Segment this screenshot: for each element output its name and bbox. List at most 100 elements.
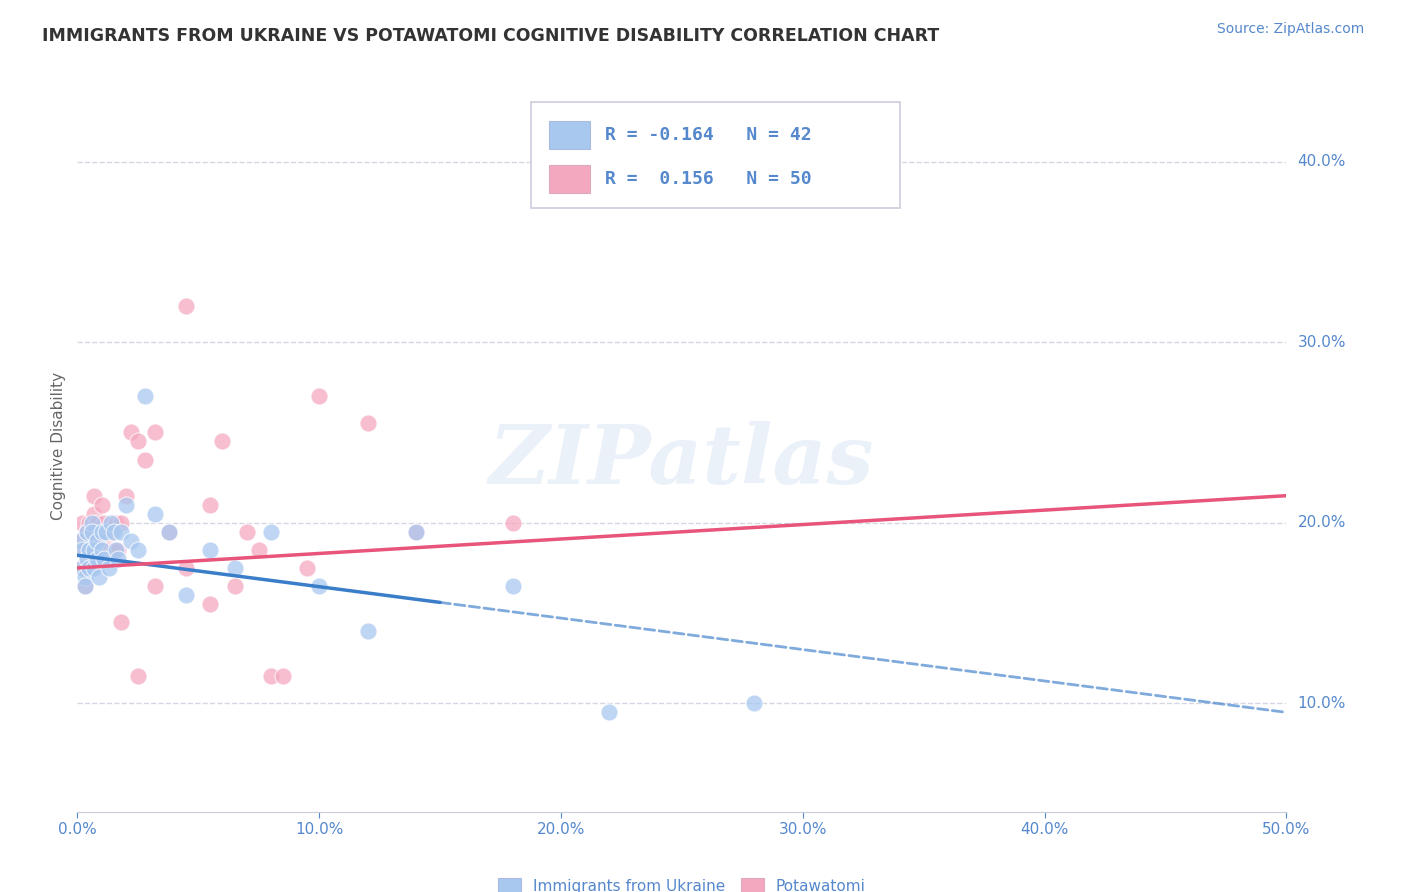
Point [73, 579, 96, 593]
Point [83, 489, 105, 503]
Point [120, 533, 142, 548]
Point [69, 533, 91, 548]
Point [502, 516, 524, 530]
Point [260, 524, 283, 539]
Point [70, 561, 93, 575]
Point [211, 434, 233, 449]
Point [260, 669, 283, 683]
Point [97, 542, 120, 557]
Text: 40.0%: 40.0% [1298, 154, 1346, 169]
Legend: Immigrants from Ukraine, Potawatomi: Immigrants from Ukraine, Potawatomi [498, 878, 866, 892]
Point [90, 524, 112, 539]
Point [224, 579, 246, 593]
Point [80, 516, 103, 530]
Point [76, 524, 98, 539]
Point [80, 561, 103, 575]
Point [76, 552, 98, 566]
Point [93, 516, 115, 530]
Point [70, 542, 93, 557]
Point [83, 542, 105, 557]
Point [97, 561, 120, 575]
FancyBboxPatch shape [548, 121, 591, 149]
Point [295, 561, 318, 575]
Point [90, 498, 112, 512]
Point [308, 389, 330, 403]
Point [76, 524, 98, 539]
Point [90, 524, 112, 539]
Point [200, 542, 222, 557]
Point [103, 542, 125, 557]
Point [224, 561, 246, 575]
Text: ZIPatlas: ZIPatlas [489, 421, 875, 500]
Point [79, 542, 101, 557]
Point [105, 542, 128, 557]
Text: R =  0.156   N = 50: R = 0.156 N = 50 [605, 170, 811, 188]
Text: 20.0%: 20.0% [1298, 516, 1346, 530]
Point [174, 561, 197, 575]
Point [73, 570, 96, 584]
Point [200, 498, 222, 512]
Point [96, 533, 118, 548]
Point [502, 579, 524, 593]
Point [143, 507, 166, 521]
Point [405, 524, 427, 539]
Point [79, 516, 101, 530]
Point [235, 524, 257, 539]
Point [103, 524, 125, 539]
Point [83, 561, 105, 575]
FancyBboxPatch shape [548, 165, 591, 193]
Point [174, 588, 197, 602]
Point [80, 524, 103, 539]
Point [96, 524, 118, 539]
Point [114, 489, 136, 503]
Point [100, 524, 122, 539]
Text: Source: ZipAtlas.com: Source: ZipAtlas.com [1216, 22, 1364, 37]
Point [70, 516, 93, 530]
Point [157, 524, 180, 539]
Point [247, 542, 270, 557]
Point [744, 697, 766, 711]
Point [598, 706, 620, 720]
FancyBboxPatch shape [531, 103, 900, 209]
Point [143, 579, 166, 593]
Point [271, 669, 294, 683]
Text: 30.0%: 30.0% [1298, 334, 1346, 350]
Point [93, 552, 115, 566]
Point [127, 669, 149, 683]
Point [356, 417, 378, 431]
Point [79, 561, 101, 575]
Point [86, 533, 108, 548]
Point [69, 533, 91, 548]
Point [107, 542, 129, 557]
Point [70, 561, 93, 575]
Y-axis label: Cognitive Disability: Cognitive Disability [51, 372, 66, 520]
Point [114, 498, 136, 512]
Point [105, 516, 128, 530]
Point [87, 542, 110, 557]
Point [80, 524, 103, 539]
Point [127, 434, 149, 449]
Point [86, 533, 108, 548]
Point [73, 579, 96, 593]
Text: IMMIGRANTS FROM UKRAINE VS POTAWATOMI COGNITIVE DISABILITY CORRELATION CHART: IMMIGRANTS FROM UKRAINE VS POTAWATOMI CO… [42, 27, 939, 45]
Point [405, 524, 427, 539]
Text: R = -0.164   N = 42: R = -0.164 N = 42 [605, 126, 811, 145]
Point [90, 542, 112, 557]
Point [79, 542, 101, 557]
Point [110, 615, 132, 629]
Point [356, 624, 378, 639]
Point [76, 552, 98, 566]
Point [120, 425, 142, 440]
Point [107, 552, 129, 566]
Point [134, 452, 156, 467]
Point [157, 524, 180, 539]
Text: 10.0%: 10.0% [1298, 696, 1346, 711]
Point [86, 552, 108, 566]
Point [86, 516, 108, 530]
Point [100, 516, 122, 530]
Point [174, 299, 197, 313]
Point [143, 425, 166, 440]
Point [308, 579, 330, 593]
Point [110, 516, 132, 530]
Point [127, 542, 149, 557]
